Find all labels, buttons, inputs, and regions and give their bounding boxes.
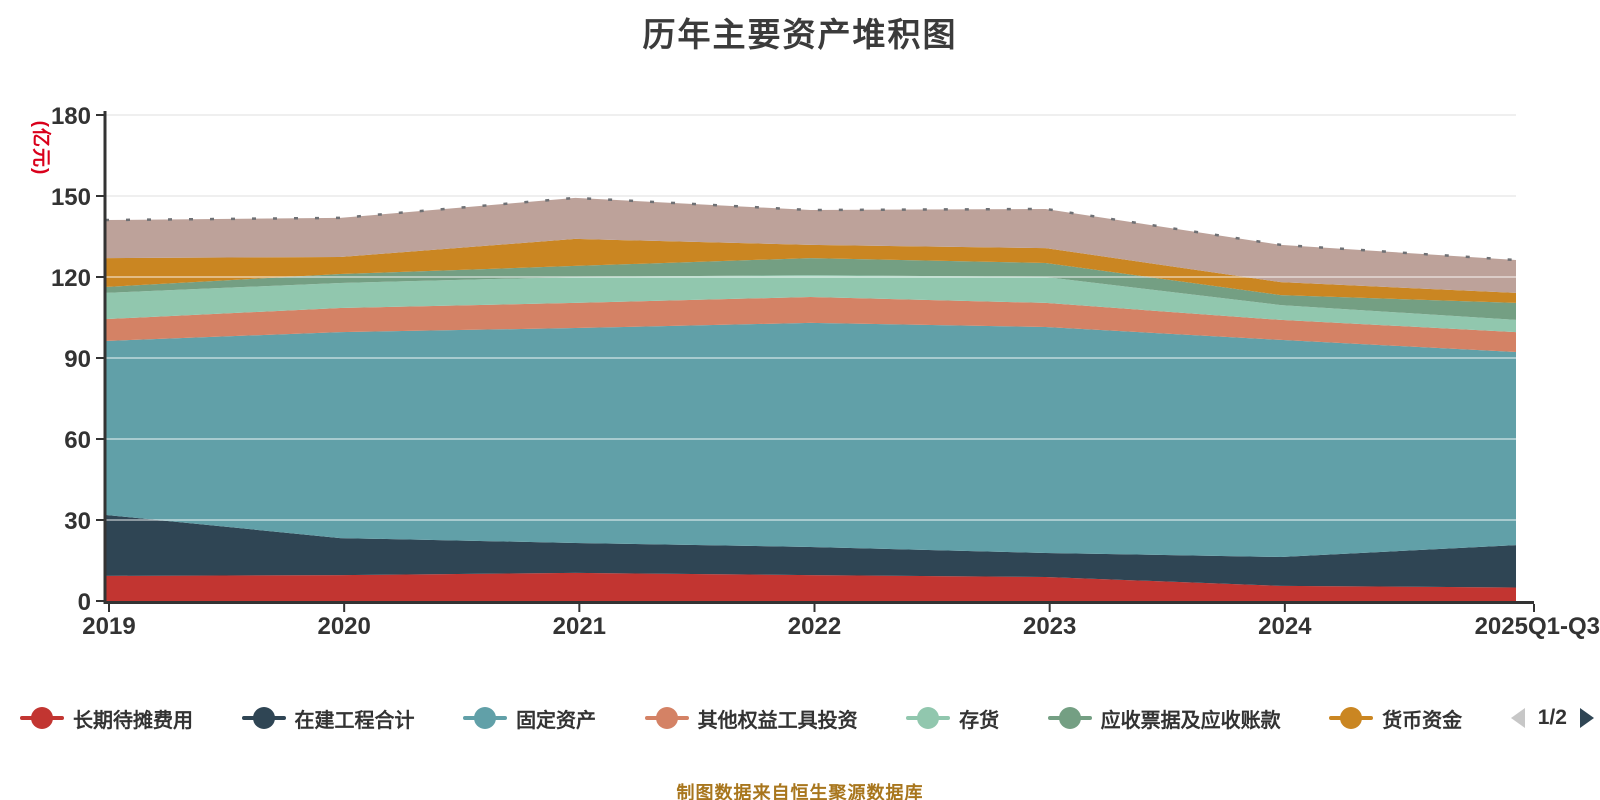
legend-marker-dot (31, 707, 53, 729)
y-axis-label: 60 (64, 427, 91, 454)
legend-line-circle-icon (463, 707, 508, 729)
area-series-4[interactable] (105, 296, 1516, 353)
y-axis-label: 30 (64, 508, 91, 535)
area-series-5[interactable] (105, 275, 1516, 333)
legend-line-circle-icon (1329, 707, 1374, 729)
legend-item-label: 在建工程合计 (294, 709, 415, 732)
x-axis-label: 2023 (1023, 613, 1076, 640)
y-axis-label: 180 (51, 103, 91, 130)
legend-item-6[interactable]: 应收票据及应收账款 (1047, 704, 1281, 733)
y-axis-label: 120 (51, 265, 91, 292)
area-series-2[interactable] (105, 514, 1516, 588)
x-axis-label: 2025Q1-Q3 (1475, 613, 1600, 640)
legend-item-2[interactable]: 在建工程合计 (241, 704, 415, 733)
legend-item-4[interactable]: 其他权益工具投资 (644, 704, 858, 733)
legend-item-label: 存货 (959, 709, 1000, 732)
legend-line-circle-icon (1047, 707, 1092, 729)
legend-item-5[interactable]: 存货 (906, 704, 999, 733)
legend-pager: 1/2 (1510, 706, 1594, 730)
x-axis-label: 2020 (317, 613, 370, 640)
legend-marker-dot (252, 707, 275, 729)
source-note: 制图数据来自恒生聚源数据库 (676, 783, 924, 800)
legend-line-circle-icon (241, 707, 286, 729)
y-axis-label: 150 (51, 184, 91, 211)
y-axis-label: 90 (64, 346, 91, 373)
legend-item-1[interactable]: 长期待摊费用 (20, 704, 193, 733)
legend-prev-page-icon[interactable] (1510, 708, 1525, 728)
stack-top-edge (104, 196, 1517, 262)
legend-bar: 长期待摊费用 在建工程合计 固定资产 其他权益工具投资 存货 应收票据及应收账款 货币资金 … (20, 704, 1594, 732)
legend-page-indicator: 1/2 (1537, 706, 1567, 729)
legend-item-label: 货币资金 (1382, 709, 1463, 732)
legend-marker-dot (1340, 707, 1363, 729)
legend-item-7[interactable]: 货币资金 (1329, 704, 1462, 733)
chart-title: 历年主要资产堆积图 (642, 16, 958, 53)
legend-item-label: 固定资产 (516, 709, 597, 732)
legend-item-3[interactable]: 固定资产 (463, 704, 596, 733)
x-axis-label: 2024 (1258, 613, 1312, 640)
x-axis-label: 2022 (788, 613, 841, 640)
legend-next-page-icon[interactable] (1579, 708, 1594, 728)
legend-item-label: 应收票据及应收账款 (1100, 709, 1281, 732)
x-axis-label: 2021 (553, 613, 606, 640)
area-series-8[interactable] (105, 197, 1516, 293)
legend-line-circle-icon (20, 707, 64, 729)
legend-marker-dot (474, 707, 497, 729)
x-axis-label: 2019 (82, 613, 135, 640)
area-series-7[interactable] (105, 238, 1516, 303)
area-series-1[interactable] (105, 572, 1516, 601)
legend-marker-dot (917, 707, 940, 729)
legend-item-label: 其他权益工具投资 (697, 709, 858, 732)
area-series-6[interactable] (105, 258, 1516, 320)
legend-marker-dot (655, 707, 678, 729)
legend-line-circle-icon (644, 707, 689, 729)
y-axis-label: 0 (78, 589, 91, 616)
legend-item-label: 长期待摊费用 (73, 709, 193, 732)
area-series-3[interactable] (105, 322, 1516, 557)
legend-marker-dot (1058, 707, 1081, 729)
legend-line-circle-icon (906, 707, 951, 729)
